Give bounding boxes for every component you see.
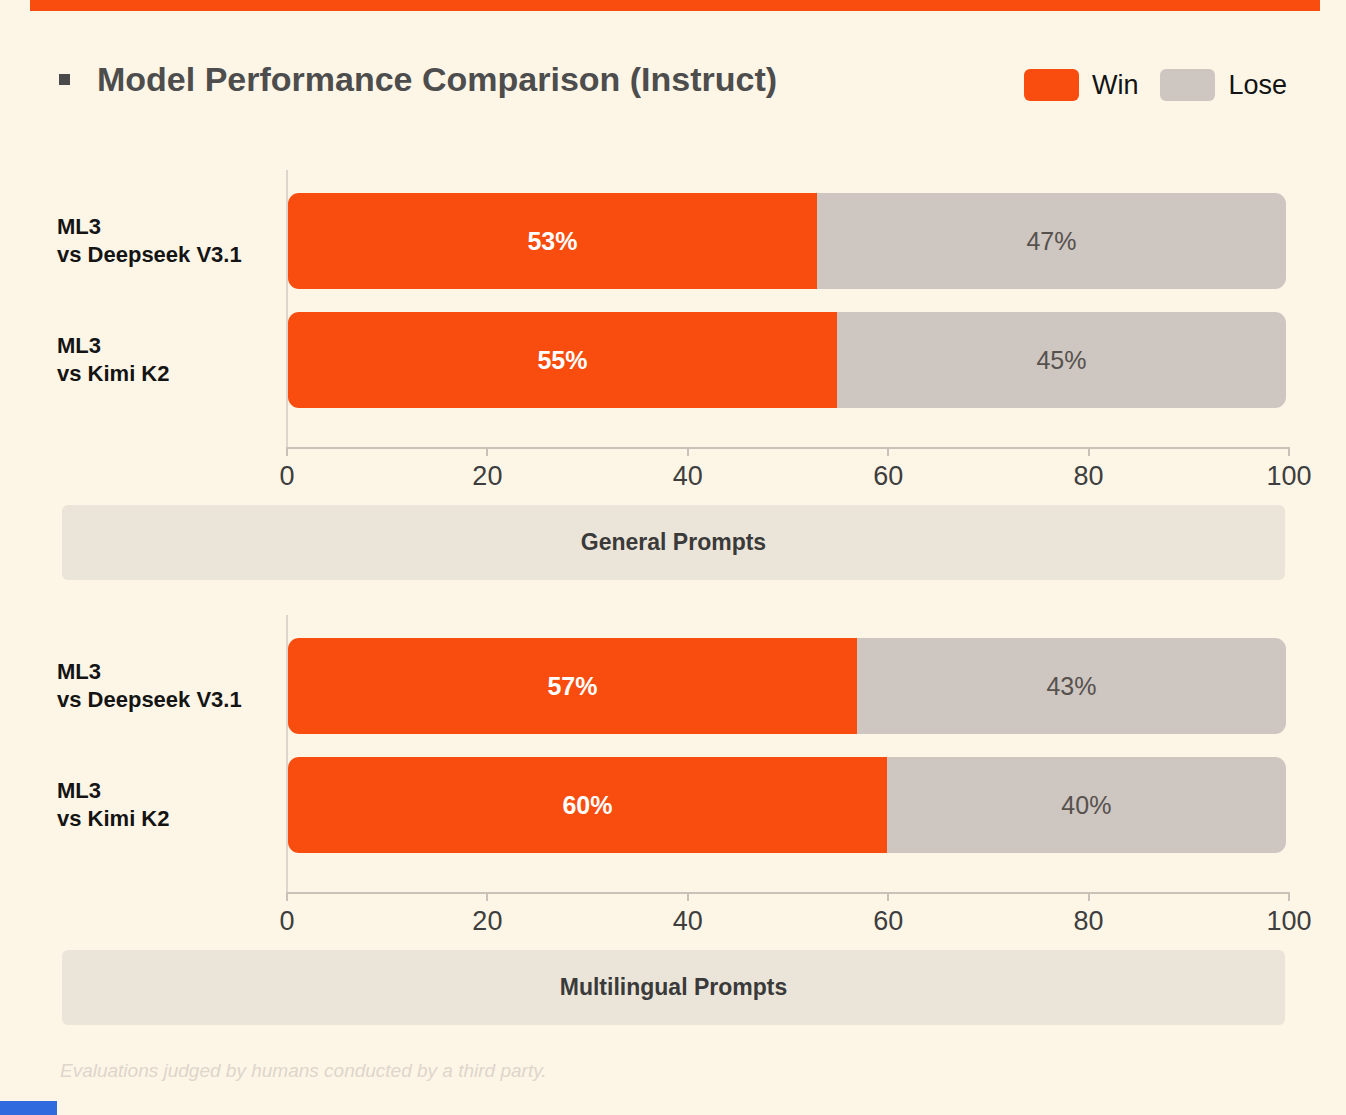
- bottom-left-accent-bar: [0, 1101, 57, 1115]
- category-label-line2: vs Deepseek V3.1: [57, 241, 277, 269]
- win-segment: 57%: [288, 638, 857, 734]
- square-bullet-icon: [59, 74, 70, 85]
- legend-label-lose: Lose: [1228, 70, 1287, 101]
- section-label: General Prompts: [581, 529, 766, 556]
- x-tick: [486, 892, 488, 901]
- category-label-line1: ML3: [57, 777, 277, 805]
- category-label: ML3 vs Deepseek V3.1: [57, 638, 277, 734]
- lose-percent-label: 45%: [1036, 346, 1086, 375]
- x-tick-label: 60: [873, 461, 903, 492]
- chart1-x-axis: 0 20 40 60 80 100: [287, 447, 1289, 449]
- x-tick: [486, 447, 488, 456]
- stacked-bar: 57% 43%: [288, 638, 1286, 734]
- lose-segment: 40%: [887, 757, 1286, 853]
- category-label: ML3 vs Kimi K2: [57, 757, 277, 853]
- x-tick: [687, 892, 689, 901]
- win-percent-label: 53%: [527, 227, 577, 256]
- footer-note: Evaluations judged by humans conducted b…: [60, 1060, 547, 1082]
- chart2-x-axis: 0 20 40 60 80 100: [287, 892, 1289, 894]
- x-tick: [1288, 447, 1290, 456]
- chart-canvas: Model Performance Comparison (Instruct) …: [0, 0, 1346, 1115]
- section-band-general: General Prompts: [62, 505, 1285, 580]
- x-tick: [1088, 892, 1090, 901]
- header: Model Performance Comparison (Instruct): [59, 60, 777, 99]
- x-tick-label: 0: [279, 906, 294, 937]
- legend-item-lose: Lose: [1160, 69, 1287, 101]
- x-tick-label: 40: [673, 461, 703, 492]
- category-label-line2: vs Kimi K2: [57, 805, 277, 833]
- x-tick: [1088, 447, 1090, 456]
- top-accent-bar: [30, 0, 1320, 11]
- category-label: ML3 vs Kimi K2: [57, 312, 277, 408]
- lose-swatch-icon: [1160, 69, 1215, 101]
- win-swatch-icon: [1024, 69, 1079, 101]
- stacked-bar: 53% 47%: [288, 193, 1286, 289]
- stacked-bar: 55% 45%: [288, 312, 1286, 408]
- category-label-line2: vs Kimi K2: [57, 360, 277, 388]
- x-tick: [887, 892, 889, 901]
- x-tick: [887, 447, 889, 456]
- chart2-row-kimi: ML3 vs Kimi K2 60% 40%: [0, 757, 1346, 853]
- x-tick-label: 60: [873, 906, 903, 937]
- category-label-line1: ML3: [57, 332, 277, 360]
- x-tick-label: 20: [472, 906, 502, 937]
- category-label: ML3 vs Deepseek V3.1: [57, 193, 277, 289]
- x-tick-label: 20: [472, 461, 502, 492]
- x-tick: [286, 892, 288, 901]
- category-label-line1: ML3: [57, 213, 277, 241]
- win-percent-label: 55%: [537, 346, 587, 375]
- lose-segment: 43%: [857, 638, 1286, 734]
- win-segment: 53%: [288, 193, 817, 289]
- lose-percent-label: 43%: [1046, 672, 1096, 701]
- x-tick: [1288, 892, 1290, 901]
- legend-label-win: Win: [1092, 70, 1139, 101]
- x-tick: [286, 447, 288, 456]
- x-tick-label: 100: [1266, 906, 1311, 937]
- win-percent-label: 57%: [547, 672, 597, 701]
- x-tick-label: 80: [1074, 461, 1104, 492]
- page-title: Model Performance Comparison (Instruct): [97, 60, 777, 99]
- category-label-line1: ML3: [57, 658, 277, 686]
- lose-percent-label: 47%: [1026, 227, 1076, 256]
- section-band-multilingual: Multilingual Prompts: [62, 950, 1285, 1025]
- x-tick-label: 40: [673, 906, 703, 937]
- lose-percent-label: 40%: [1061, 791, 1111, 820]
- win-segment: 55%: [288, 312, 837, 408]
- win-percent-label: 60%: [562, 791, 612, 820]
- stacked-bar: 60% 40%: [288, 757, 1286, 853]
- legend: Win Lose: [1024, 69, 1287, 101]
- x-tick: [687, 447, 689, 456]
- lose-segment: 45%: [837, 312, 1286, 408]
- x-tick-label: 100: [1266, 461, 1311, 492]
- chart1-row-kimi: ML3 vs Kimi K2 55% 45%: [0, 312, 1346, 408]
- chart1-row-deepseek: ML3 vs Deepseek V3.1 53% 47%: [0, 193, 1346, 289]
- x-tick-label: 80: [1074, 906, 1104, 937]
- category-label-line2: vs Deepseek V3.1: [57, 686, 277, 714]
- section-label: Multilingual Prompts: [560, 974, 787, 1001]
- legend-item-win: Win: [1024, 69, 1139, 101]
- chart2-row-deepseek: ML3 vs Deepseek V3.1 57% 43%: [0, 638, 1346, 734]
- x-tick-label: 0: [279, 461, 294, 492]
- lose-segment: 47%: [817, 193, 1286, 289]
- win-segment: 60%: [288, 757, 887, 853]
